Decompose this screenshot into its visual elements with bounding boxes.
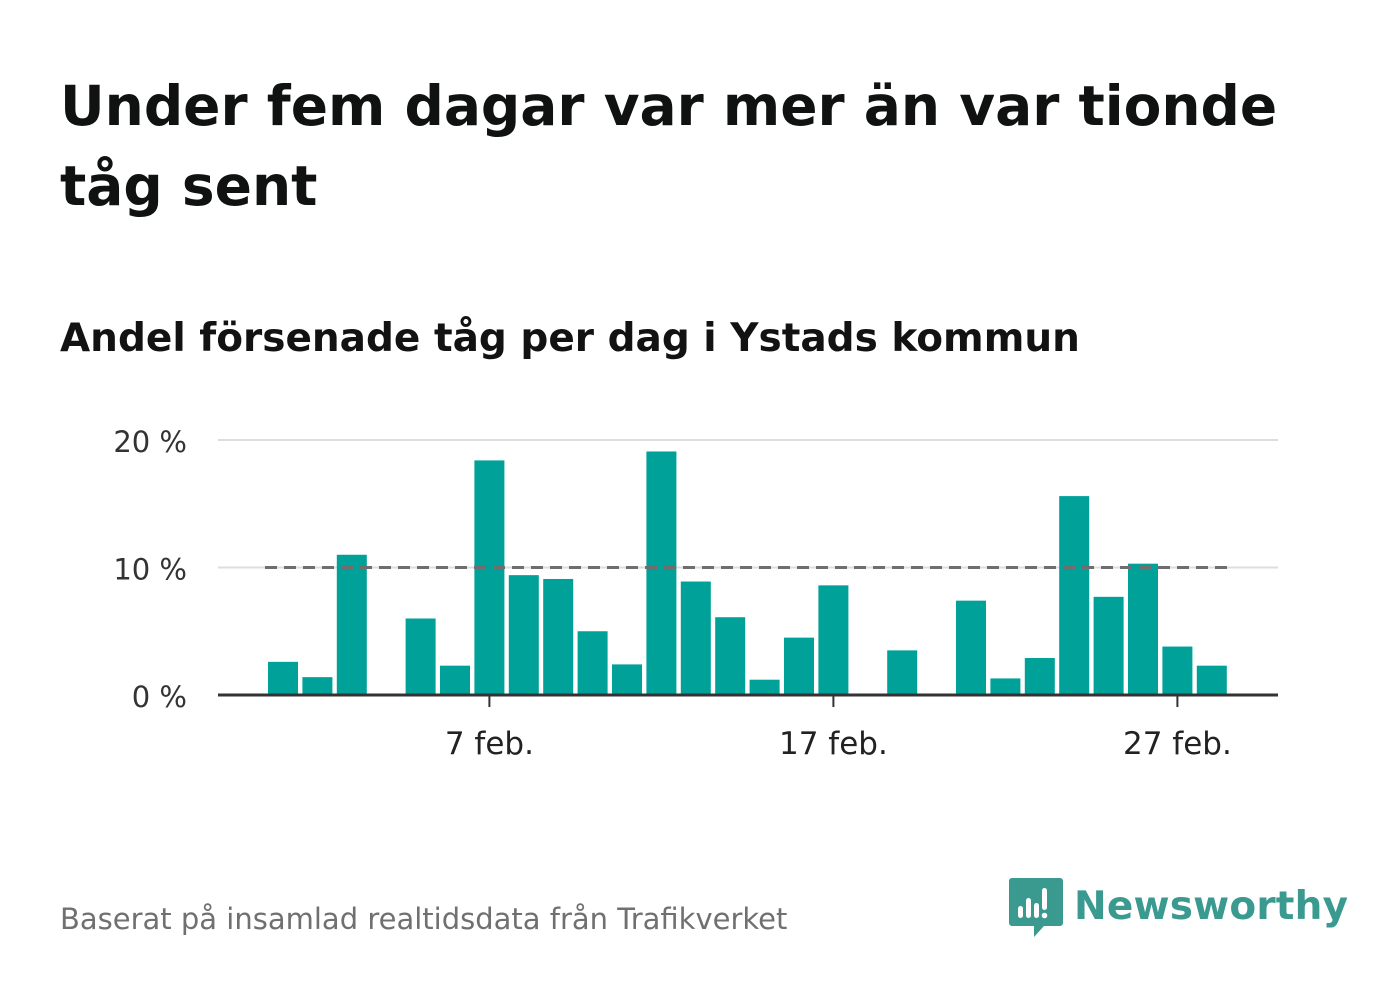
y-axis-labels: 0 % 10 % 20 %	[113, 425, 187, 714]
brand-logo: Newsworthy	[1008, 876, 1348, 938]
bar	[1024, 658, 1055, 695]
gridlines	[218, 439, 1278, 569]
source-note: Baserat på insamlad realtidsdata från Tr…	[60, 902, 788, 936]
bar	[268, 661, 298, 695]
bar	[508, 575, 539, 695]
y-tick-label: 10 %	[113, 553, 187, 587]
bar	[990, 678, 1021, 695]
bar	[1059, 496, 1090, 695]
bar	[1128, 563, 1158, 695]
bar	[715, 617, 746, 695]
bar	[680, 581, 711, 695]
bar	[302, 677, 333, 695]
bar	[749, 679, 780, 695]
x-tick-label: 17 feb.	[779, 726, 888, 762]
bar	[818, 585, 849, 695]
bar	[577, 631, 608, 695]
bars	[268, 451, 1227, 695]
bar	[440, 665, 470, 695]
x-axis: 7 feb. 17 feb. 27 feb.	[218, 693, 1278, 762]
y-tick-label: 20 %	[113, 425, 187, 459]
x-tick-label: 7 feb.	[445, 726, 534, 762]
bar	[1196, 665, 1227, 695]
bar	[1093, 596, 1124, 695]
newsworthy-logo-icon	[1009, 878, 1063, 937]
y-tick-label: 0 %	[132, 680, 187, 714]
bar	[336, 554, 367, 695]
brand-name: Newsworthy	[1074, 884, 1349, 929]
chart-subtitle: Andel försenade tåg per dag i Ystads kom…	[60, 316, 1080, 361]
bar	[612, 664, 642, 695]
bar	[646, 451, 677, 695]
bar	[474, 460, 505, 695]
chart-title: Under fem dagar var mer än var tionde tå…	[60, 74, 1278, 218]
bar	[887, 650, 918, 695]
x-tick-label: 27 feb.	[1123, 726, 1232, 762]
bar	[405, 618, 436, 695]
bar	[1162, 646, 1193, 695]
bar	[956, 600, 986, 695]
bar	[543, 578, 574, 695]
bar	[784, 637, 814, 695]
